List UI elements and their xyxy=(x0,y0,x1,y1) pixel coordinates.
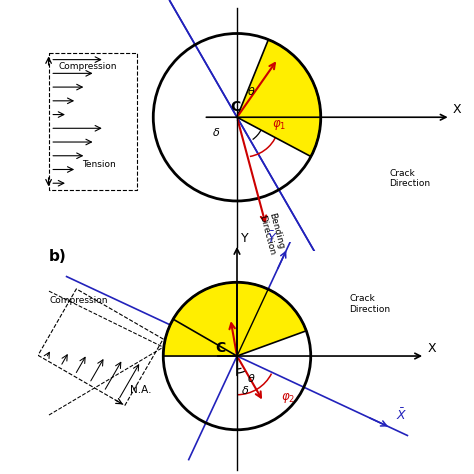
Text: X: X xyxy=(427,342,436,356)
Text: $\theta$: $\theta$ xyxy=(246,372,255,384)
Text: Crack
Direction: Crack Direction xyxy=(390,168,430,188)
Text: b): b) xyxy=(49,249,67,264)
Text: $\bar{X}$: $\bar{X}$ xyxy=(396,408,407,423)
Text: $\delta$: $\delta$ xyxy=(241,384,249,396)
Text: Bending
Direction: Bending Direction xyxy=(257,212,287,256)
Text: N.A.: N.A. xyxy=(130,385,152,395)
Wedge shape xyxy=(237,40,321,156)
Text: C: C xyxy=(230,100,240,114)
Text: C: C xyxy=(216,341,226,356)
Text: $\delta$: $\delta$ xyxy=(212,126,220,137)
Text: $\varphi_2$: $\varphi_2$ xyxy=(281,391,295,405)
Text: $\bar{Y}$: $\bar{Y}$ xyxy=(267,231,277,246)
Text: Crack
Direction: Crack Direction xyxy=(349,294,390,314)
Text: Y: Y xyxy=(241,232,248,246)
Text: $\varphi_1$: $\varphi_1$ xyxy=(272,118,286,132)
Text: Compression: Compression xyxy=(59,62,117,71)
Text: Tension: Tension xyxy=(82,161,116,170)
Wedge shape xyxy=(163,283,306,356)
Text: $\theta$: $\theta$ xyxy=(247,85,255,98)
Text: Compression: Compression xyxy=(49,296,108,305)
Text: X: X xyxy=(453,103,462,116)
